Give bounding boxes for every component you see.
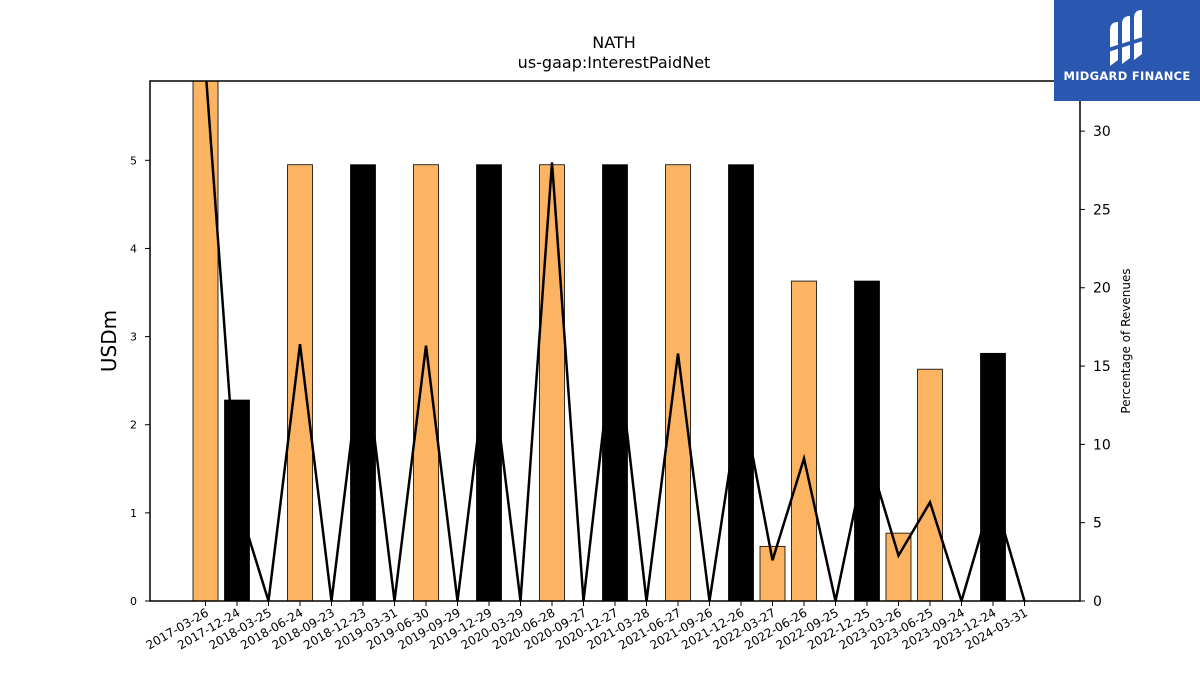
- y-tick-label: 0: [130, 595, 137, 608]
- bar: [476, 164, 502, 602]
- bar: [917, 368, 943, 602]
- bar: [287, 164, 313, 602]
- right-axis: 0 5 10 15 20 25 30: [1080, 124, 1111, 610]
- bar: [602, 164, 628, 602]
- y2-tick-label: 5: [1093, 516, 1102, 532]
- logo-text: MIDGARD FINANCE: [1063, 69, 1191, 83]
- bar: [791, 280, 817, 602]
- y-axis-label: USDm: [97, 310, 121, 372]
- y2-tick-label: 10: [1093, 437, 1111, 453]
- bar: [192, 80, 219, 602]
- y2-axis-label: Percentage of Revenues: [1119, 268, 1133, 413]
- midgard-finance-logo: MIDGARD FINANCE: [1054, 0, 1200, 101]
- y2-tick-label: 0: [1093, 594, 1102, 610]
- y-tick-label: 2: [130, 419, 137, 432]
- bar: [665, 164, 691, 602]
- y2-tick-label: 20: [1093, 281, 1111, 297]
- midgard-logo-icon: [1108, 10, 1146, 66]
- left-axis: 0 1 2 3 4 5: [130, 154, 150, 608]
- y-tick-label: 4: [130, 242, 137, 255]
- bar: [539, 164, 565, 602]
- bar: [980, 352, 1006, 602]
- bar: [413, 164, 439, 602]
- bars-layer: [192, 80, 1006, 602]
- line-layer: [205, 81, 1026, 601]
- bar: [885, 532, 912, 602]
- percentage-line: [205, 81, 1026, 601]
- y-tick-label: 1: [130, 507, 137, 520]
- bar: [350, 164, 376, 602]
- bar: [854, 280, 880, 602]
- chart-subtitle: us-gaap:InterestPaidNet: [518, 53, 711, 72]
- y-tick-label: 5: [130, 154, 137, 167]
- chart-title: NATH: [592, 33, 635, 52]
- bar: [728, 164, 754, 602]
- y2-tick-label: 25: [1093, 202, 1111, 218]
- y2-tick-label: 30: [1093, 124, 1111, 140]
- y-tick-label: 3: [130, 331, 137, 344]
- y2-tick-label: 15: [1093, 359, 1111, 375]
- x-axis: 2017-03-262017-12-242018-03-252018-06-24…: [144, 601, 1030, 652]
